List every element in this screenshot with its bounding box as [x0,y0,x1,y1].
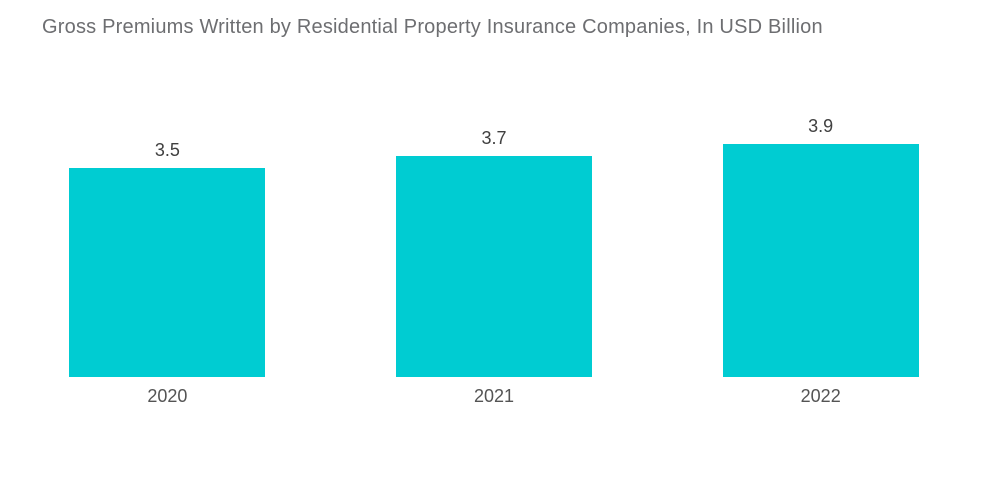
bar-group: 3.5 2020 [4,0,331,504]
bar-stack: 3.7 [331,0,658,377]
bar-2020 [69,168,266,377]
bar-2021 [396,156,592,377]
bar-value-label: 3.7 [481,128,507,148]
bar-group: 3.9 2022 [657,0,984,504]
bar-stack: 3.5 [4,0,331,377]
bar-chart-plot: 3.5 2020 3.7 2021 3.9 2022 [4,0,984,504]
bar-group: 3.7 2021 [331,0,658,504]
bar-value-label: 3.5 [154,140,180,160]
bar-value-label: 3.9 [808,116,834,136]
x-axis-category-label: 2020 [147,386,188,406]
chart-title: Gross Premiums Written by Residential Pr… [42,16,823,38]
bar-2022 [722,144,919,377]
x-axis-category-label: 2022 [800,386,841,406]
x-axis-category-label: 2021 [473,386,515,406]
bar-stack: 3.9 [657,0,984,377]
